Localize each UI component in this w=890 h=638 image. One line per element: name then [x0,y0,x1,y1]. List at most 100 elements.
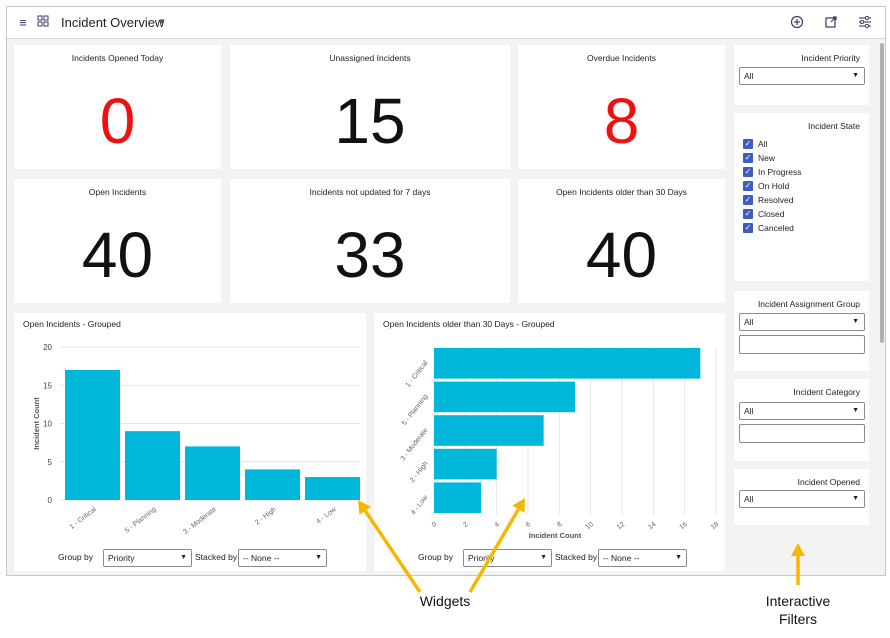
y-tick-label: 15 [43,381,52,390]
widget-value[interactable]: 0 [99,85,136,157]
chevron-down-icon: ▼ [852,318,859,325]
checkbox-checked-icon[interactable]: ✓ [743,167,753,177]
category-select[interactable]: All ▼ [739,402,865,420]
y-tick-label: 1 - Critical [405,359,430,388]
dashboard-title[interactable]: Incident Overview [61,15,165,30]
annotation-filters-label-line2: Filters [778,611,818,627]
bar[interactable] [434,482,481,513]
chevron-down-icon: ▼ [180,554,187,561]
group-by-select[interactable]: Priority ▼ [103,549,192,567]
chevron-down-icon: ▼ [852,407,859,414]
filter-incident-category: Incident Category All ▼ [734,379,869,461]
x-tick-label: 14 [647,521,658,531]
priority-select[interactable]: All ▼ [739,67,865,85]
x-tick-label: 16 [678,521,689,531]
dashboard-frame: ≡ Incident Overview ▼ Incidents Opened T… [6,6,886,576]
menu-icon[interactable]: ≡ [19,15,27,30]
x-tick-label: 2 [462,521,469,529]
x-tick-label: 3 - Moderate [182,506,218,536]
y-tick-label: 5 [48,458,53,467]
widget-open[interactable]: Open Incidents 40 [14,179,221,303]
scroll-thumb[interactable] [880,43,884,343]
x-tick-label: 4 [494,521,501,529]
checkbox-checked-icon[interactable]: ✓ [743,181,753,191]
x-tick-label: 10 [584,521,595,531]
filter-incident-opened: Incident Opened All ▼ [734,469,869,525]
widget-older-30[interactable]: Open Incidents older than 30 Days 40 [518,179,725,303]
filter-title: Incident Priority [801,53,860,63]
x-tick-label: 8 [556,521,563,529]
widget-title: Incidents not updated for 7 days [309,187,431,197]
filter-title: Incident Assignment Group [757,299,860,309]
top-bar: ≡ Incident Overview ▼ [7,7,885,39]
widget-title: Incidents Opened Today [71,53,164,63]
x-axis-label: Incident Count [529,531,582,540]
checkbox-checked-icon[interactable]: ✓ [743,139,753,149]
x-tick-label: 12 [616,521,627,531]
filter-incident-assignment-group: Incident Assignment Group All ▼ [734,291,869,371]
y-tick-label: 20 [43,343,52,352]
widget-opened-today[interactable]: Incidents Opened Today 0 [14,45,221,169]
bar-chart: 0 5 10 15 20 Incident Count 1 - Critical 5 - Pl… [32,343,360,536]
stacked-by-select[interactable]: -- None -- ▼ [238,549,327,567]
chart-controls: Group by Priority ▼ Stacked by -- None --… [374,549,725,567]
y-tick-label: 10 [43,420,52,429]
bar[interactable] [245,469,300,500]
chevron-down-icon: ▼ [852,495,859,502]
widget-value[interactable]: 40 [585,219,658,291]
filter-title: Incident Opened [797,477,860,487]
share-icon[interactable] [823,15,839,31]
x-tick-label: 5 - Planning [124,506,158,535]
filter-incident-priority: Incident Priority All ▼ [734,45,869,105]
chart-title: Open Incidents - Grouped [23,319,121,329]
bar[interactable] [434,415,544,446]
widget-title: Overdue Incidents [587,53,656,63]
assignment-group-input[interactable] [739,335,865,354]
opened-select[interactable]: All ▼ [739,490,865,508]
add-circle-icon[interactable] [789,15,805,31]
bar[interactable] [434,381,575,413]
y-tick-label: 4 - Low [410,493,430,516]
grid-icon[interactable] [35,15,51,31]
chevron-down-icon: ▼ [852,72,859,79]
bar[interactable] [434,448,497,480]
widget-value[interactable]: 40 [81,219,154,291]
filter-settings-icon[interactable] [857,15,873,31]
checkbox-checked-icon[interactable]: ✓ [743,223,753,233]
group-by-select[interactable]: Priority ▼ [463,549,552,567]
x-tick-label: 0 [431,521,438,529]
stacked-by-label: Stacked by [195,552,238,562]
filter-incident-state: Incident State ✓ All ✓ New ✓ In Progress ✓ O… [734,113,869,281]
widget-title: Open Incidents older than 30 Days [556,187,687,197]
assignment-group-select[interactable]: All ▼ [739,313,865,331]
widget-not-updated[interactable]: Incidents not updated for 7 days 33 [230,179,510,303]
x-tick-label: 6 [525,521,532,529]
annotation-widgets-label: Widgets [419,593,471,609]
bar[interactable] [65,369,120,500]
bar[interactable] [125,431,180,500]
bar[interactable] [434,348,701,379]
bar[interactable] [185,446,240,500]
checkbox-checked-icon[interactable]: ✓ [743,195,753,205]
scrollbar[interactable] [879,39,885,575]
chevron-down-icon[interactable]: ▼ [158,17,166,26]
checkbox-checked-icon[interactable]: ✓ [743,153,753,163]
x-tick-label: 4 - Low [315,505,338,525]
filter-title: Incident State [808,121,860,131]
widget-title: Open Incidents [88,187,147,197]
stacked-by-select[interactable]: -- None -- ▼ [598,549,687,567]
chart-controls: Group by Priority ▼ Stacked by -- None --… [14,549,366,567]
widget-unassigned[interactable]: Unassigned Incidents 15 [230,45,510,169]
bar[interactable] [305,477,360,500]
annotation-filters-label-line1: Interactive [765,593,831,609]
stacked-by-label: Stacked by [555,552,598,562]
chevron-down-icon: ▼ [540,554,547,561]
category-input[interactable] [739,424,865,443]
widget-value[interactable]: 15 [334,85,406,157]
x-tick-label: 1 - Critical [69,506,98,531]
chevron-down-icon: ▼ [675,554,682,561]
widget-value[interactable]: 33 [334,219,406,291]
widget-overdue[interactable]: Overdue Incidents 8 [518,45,725,169]
widget-value[interactable]: 8 [603,85,640,157]
checkbox-checked-icon[interactable]: ✓ [743,209,753,219]
